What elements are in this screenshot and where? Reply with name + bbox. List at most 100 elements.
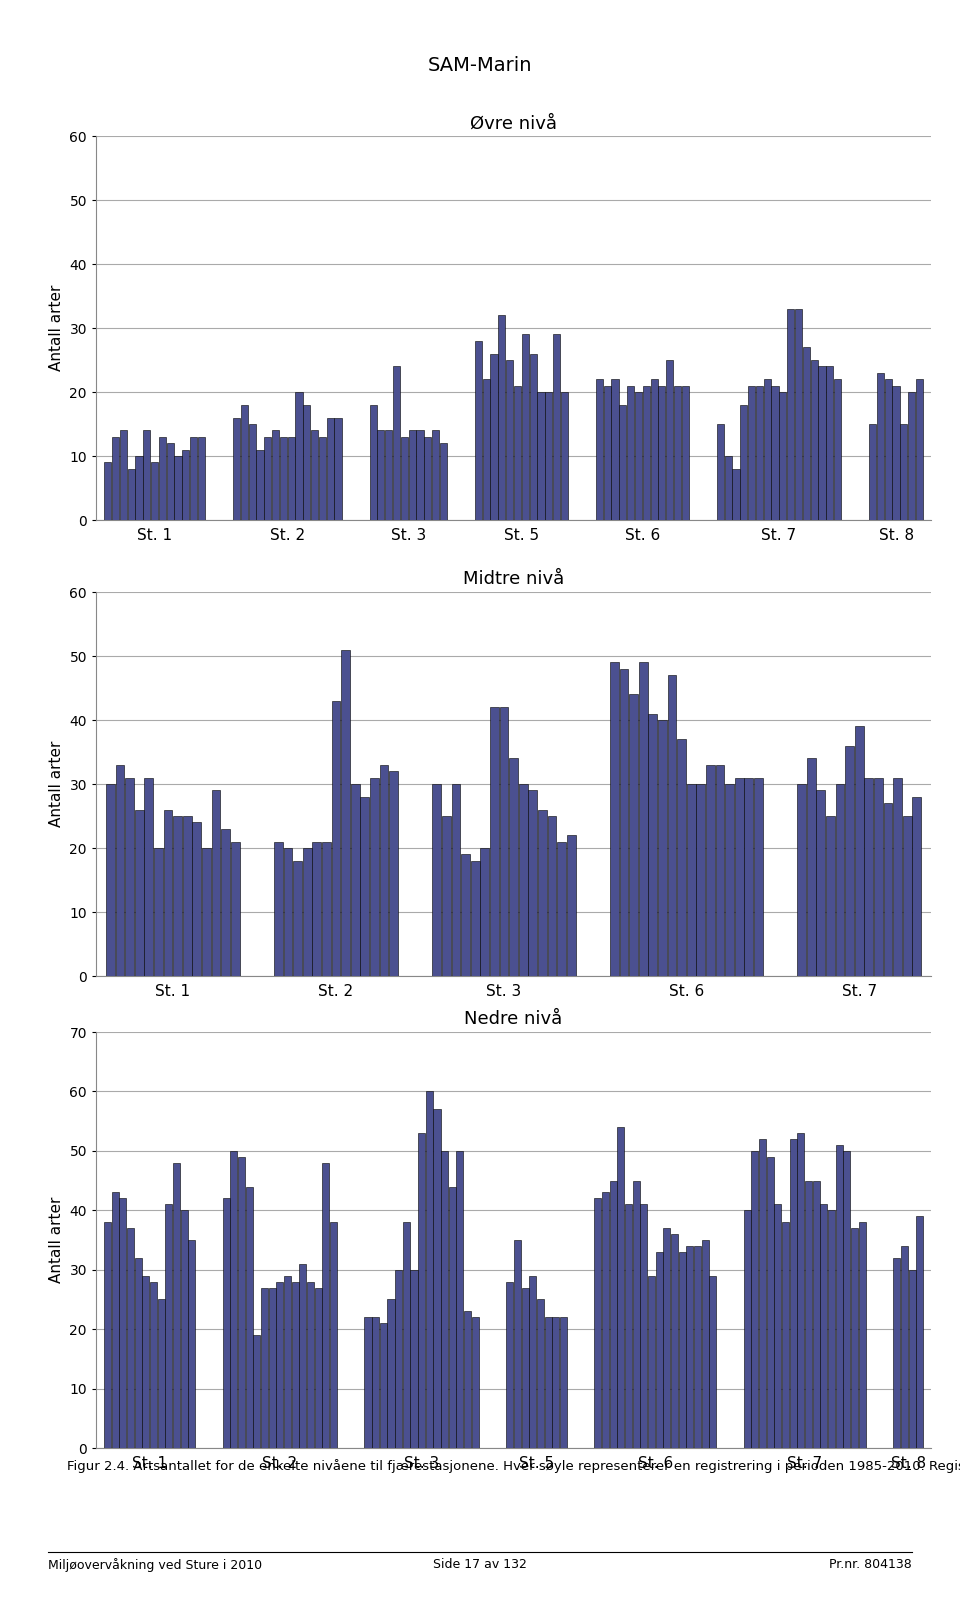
Bar xyxy=(679,1251,685,1448)
Bar xyxy=(491,354,497,520)
Bar xyxy=(307,1282,314,1448)
Bar xyxy=(506,1282,514,1448)
Bar xyxy=(483,379,490,520)
Bar xyxy=(638,662,648,976)
Bar xyxy=(188,1240,195,1448)
Bar xyxy=(167,443,174,520)
Bar xyxy=(426,1091,433,1448)
Bar xyxy=(740,405,748,520)
Text: Pr.nr. 804138: Pr.nr. 804138 xyxy=(829,1558,912,1571)
Text: Miljøovervåkning ved Sture i 2010: Miljøovervåkning ved Sture i 2010 xyxy=(48,1558,262,1573)
Bar xyxy=(173,816,182,976)
Text: Nedre nivå: Nedre nivå xyxy=(465,1010,563,1027)
Bar xyxy=(828,1210,835,1448)
Bar xyxy=(322,842,331,976)
Bar xyxy=(190,437,197,520)
Bar xyxy=(269,1288,276,1448)
Bar xyxy=(752,1150,758,1448)
Bar xyxy=(198,437,205,520)
Bar xyxy=(448,1187,456,1448)
Bar xyxy=(151,462,158,520)
Bar xyxy=(900,1246,908,1448)
Bar xyxy=(656,1251,662,1448)
Bar xyxy=(315,1288,322,1448)
Bar xyxy=(202,848,211,976)
Bar xyxy=(610,662,619,976)
Bar xyxy=(419,1133,425,1448)
Bar xyxy=(470,861,480,976)
Bar xyxy=(330,1222,337,1448)
Bar xyxy=(826,816,835,976)
Bar xyxy=(326,418,334,520)
Bar xyxy=(165,1205,172,1448)
Bar xyxy=(175,456,181,520)
Bar xyxy=(530,354,537,520)
Bar xyxy=(674,386,681,520)
Bar xyxy=(553,334,560,520)
Bar xyxy=(432,430,439,520)
Bar xyxy=(671,1234,678,1448)
Bar xyxy=(797,784,806,976)
Bar xyxy=(908,1270,916,1448)
Bar xyxy=(490,707,499,976)
Bar xyxy=(756,386,763,520)
Text: Side 17 av 132: Side 17 av 132 xyxy=(433,1558,527,1571)
Bar xyxy=(464,1312,471,1448)
Bar xyxy=(827,366,833,520)
Bar xyxy=(112,437,119,520)
Bar xyxy=(261,1288,268,1448)
Bar xyxy=(288,437,295,520)
Bar xyxy=(663,1229,670,1448)
Bar xyxy=(211,790,221,976)
Bar xyxy=(233,418,240,520)
Bar xyxy=(432,784,442,976)
Bar xyxy=(916,1216,924,1448)
Bar xyxy=(104,1222,111,1448)
Bar xyxy=(648,714,658,976)
Bar xyxy=(544,1317,552,1448)
Bar xyxy=(230,842,240,976)
Bar xyxy=(440,443,447,520)
Bar xyxy=(640,1205,647,1448)
Text: Øvre nivå: Øvre nivå xyxy=(470,114,557,133)
Bar xyxy=(319,437,326,520)
Bar xyxy=(115,765,125,976)
Bar xyxy=(409,430,416,520)
Bar xyxy=(813,1181,820,1448)
Bar xyxy=(835,784,845,976)
Bar xyxy=(451,784,461,976)
Bar xyxy=(651,379,658,520)
Bar xyxy=(782,1222,789,1448)
Bar xyxy=(514,1240,521,1448)
Text: Midtre nivå: Midtre nivå xyxy=(463,570,564,589)
Bar xyxy=(845,746,854,976)
Bar xyxy=(134,810,144,976)
Bar xyxy=(627,386,635,520)
Bar xyxy=(292,1282,299,1448)
Bar xyxy=(499,707,509,976)
Y-axis label: Antall arter: Antall arter xyxy=(49,741,63,827)
Bar xyxy=(303,405,310,520)
Bar xyxy=(514,386,521,520)
Bar xyxy=(246,1187,252,1448)
Bar xyxy=(334,418,342,520)
Bar xyxy=(521,1288,529,1448)
Bar xyxy=(111,1192,119,1448)
Bar xyxy=(370,405,376,520)
Bar xyxy=(854,726,864,976)
Bar xyxy=(293,861,302,976)
Bar xyxy=(221,829,230,976)
Bar xyxy=(821,1205,828,1448)
Bar xyxy=(276,1282,283,1448)
Bar xyxy=(253,1334,260,1448)
Bar xyxy=(480,848,490,976)
Bar xyxy=(686,1246,693,1448)
Bar xyxy=(180,1210,187,1448)
Bar xyxy=(566,835,576,976)
Bar xyxy=(442,816,451,976)
Bar xyxy=(744,1210,751,1448)
Bar xyxy=(506,360,514,520)
Bar xyxy=(471,1317,479,1448)
Bar xyxy=(557,842,566,976)
Bar xyxy=(434,1109,441,1448)
